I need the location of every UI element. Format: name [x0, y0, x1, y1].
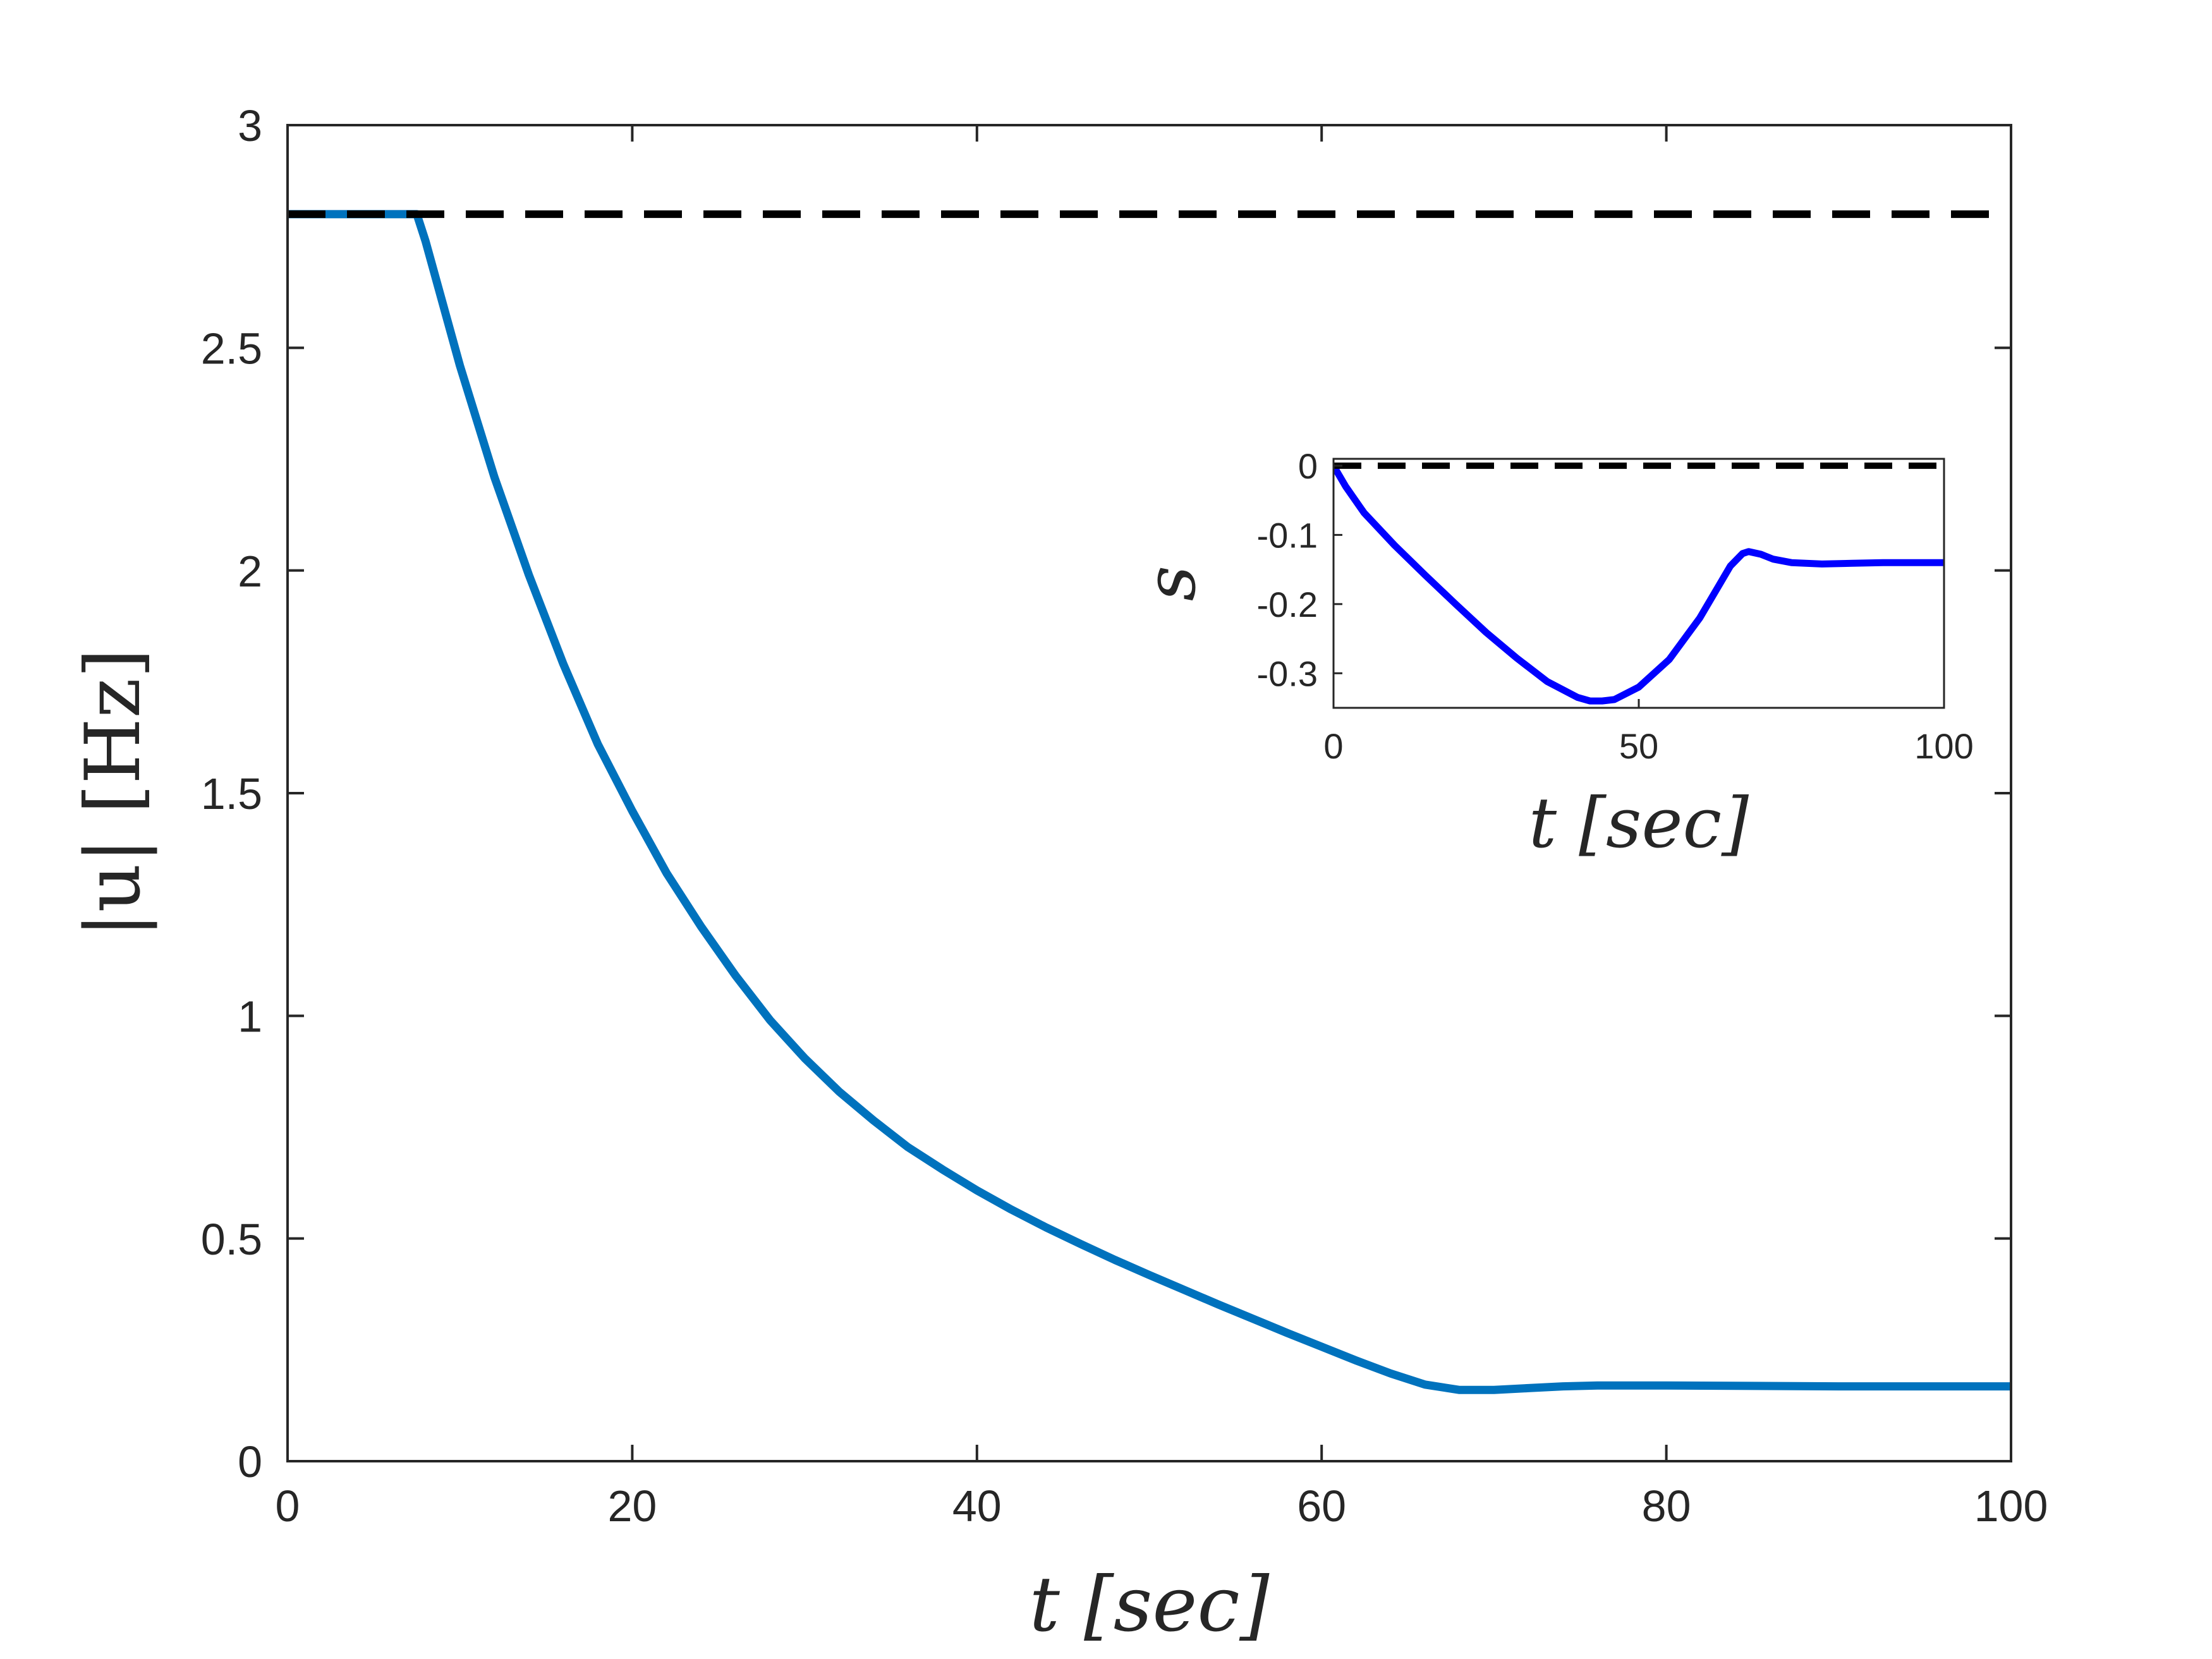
main-chart: 0 20 40 60 80 100 0 0.5 1 1.5 2 2.5 3 t [sec] |u| [Hz] [70, 101, 2048, 1649]
inset-y-tick-label: -0.1 [1257, 516, 1318, 556]
main-y-tick-label: 0 [238, 1437, 262, 1486]
main-series-group [288, 210, 2011, 1394]
main-y-axis-label: |u| [Hz] [70, 648, 157, 938]
inset-x-tick-label: 50 [1619, 726, 1658, 766]
inset-x-tick-label: 0 [1323, 726, 1343, 766]
main-series-line-0 [288, 210, 2011, 1394]
inset-x-tick-label: 100 [1914, 726, 1973, 766]
inset-chart: 0 50 100 0 -0.1 -0.2 -0.3 t [sec] s [1130, 446, 1974, 863]
inset-y-axis-label: s [1130, 566, 1211, 601]
inset-x-axis-label: t [sec] [1529, 782, 1749, 863]
main-x-tick-label: 20 [607, 1481, 657, 1531]
main-x-tick-label: 100 [1974, 1481, 2048, 1531]
main-x-tick-label: 0 [276, 1481, 300, 1531]
main-x-tick-label: 60 [1297, 1481, 1346, 1531]
main-y-tick-label: 2 [238, 547, 262, 596]
main-y-tick-label: 1.5 [201, 769, 262, 818]
inset-y-tick-label: -0.3 [1257, 653, 1318, 693]
main-y-tick-label: 1 [238, 992, 262, 1042]
inset-series-group [1334, 462, 1944, 705]
main-x-tick-label: 40 [952, 1481, 1002, 1531]
main-axes-box [286, 124, 2012, 1462]
inset-plot-background [1334, 459, 1944, 708]
inset-series-line-0 [1334, 464, 1944, 705]
main-y-tick-label: 0.5 [201, 1215, 262, 1264]
main-x-tick-label: 80 [1642, 1481, 1691, 1531]
inset-y-tick-label: 0 [1298, 446, 1318, 486]
main-y-tick-label: 3 [238, 101, 262, 150]
main-x-axis-label: t [sec] [1030, 1561, 1270, 1649]
main-y-tick-label: 2.5 [201, 324, 262, 374]
inset-y-tick-label: -0.2 [1257, 585, 1318, 624]
